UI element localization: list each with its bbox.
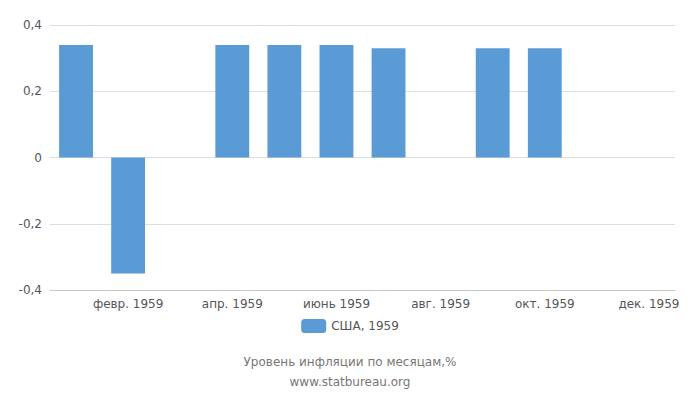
svg-text:авг. 1959: авг. 1959 — [411, 297, 470, 311]
svg-text:февр. 1959: февр. 1959 — [93, 297, 164, 311]
svg-text:окт. 1959: окт. 1959 — [515, 297, 575, 311]
svg-text:0: 0 — [34, 151, 42, 165]
svg-text:0,4: 0,4 — [23, 18, 42, 32]
svg-text:-0,4: -0,4 — [19, 283, 42, 297]
svg-text:-0,2: -0,2 — [19, 217, 42, 231]
svg-text:июнь 1959: июнь 1959 — [303, 297, 370, 311]
svg-text:дек. 1959: дек. 1959 — [618, 297, 679, 311]
svg-text:www.statbureau.org: www.statbureau.org — [290, 375, 411, 389]
svg-text:апр. 1959: апр. 1959 — [202, 297, 263, 311]
svg-text:США, 1959: США, 1959 — [331, 319, 399, 333]
svg-text:Уровень инфляции по месяцам,%: Уровень инфляции по месяцам,% — [244, 355, 457, 369]
svg-text:0,2: 0,2 — [23, 84, 42, 98]
